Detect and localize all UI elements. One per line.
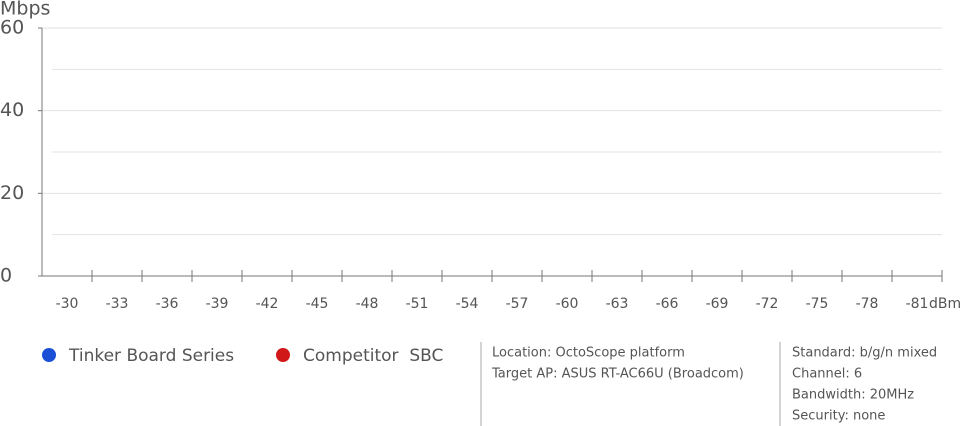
y-tick-label: 60 <box>0 17 24 39</box>
legend-marker <box>42 348 56 362</box>
x-tick-label: -39 <box>206 296 229 312</box>
y-tick-label: 20 <box>0 182 24 204</box>
x-tick-label: -81 <box>906 296 929 312</box>
x-tick-label: -36 <box>156 296 179 312</box>
legend-marker <box>276 348 290 362</box>
x-axis-label: dBm <box>929 296 961 312</box>
x-tick-label: -69 <box>706 296 729 312</box>
y-tick-label: 40 <box>0 99 24 121</box>
x-tick-label: -63 <box>606 296 629 312</box>
info-text: Security: none <box>792 409 885 424</box>
legend-label: Competitor SBC <box>303 346 443 366</box>
x-tick-label: -60 <box>556 296 579 312</box>
x-tick-label: -33 <box>106 296 129 312</box>
info-text: Standard: b/g/n mixed <box>792 346 937 361</box>
x-tick-label: -57 <box>506 296 529 312</box>
info-text: Location: OctoScope platform <box>492 346 685 361</box>
legend-label: Tinker Board Series <box>68 346 234 366</box>
x-tick-label: -48 <box>356 296 379 312</box>
x-tick-label: -75 <box>806 296 829 312</box>
info-text: Bandwidth: 20MHz <box>792 388 914 403</box>
y-tick-label: 0 <box>0 265 12 287</box>
x-tick-label: -72 <box>756 296 779 312</box>
x-tick-label: -51 <box>406 296 429 312</box>
x-tick-label: -45 <box>306 296 329 312</box>
info-text: Channel: 6 <box>792 367 862 382</box>
x-tick-label: -66 <box>656 296 679 312</box>
x-tick-label: -30 <box>56 296 79 312</box>
x-tick-label: -78 <box>856 296 879 312</box>
y-axis-label: Mbps <box>0 0 50 20</box>
x-tick-label: -42 <box>256 296 279 312</box>
info-text: Target AP: ASUS RT-AC66U (Broadcom) <box>491 367 744 382</box>
x-tick-label: -54 <box>456 296 479 312</box>
